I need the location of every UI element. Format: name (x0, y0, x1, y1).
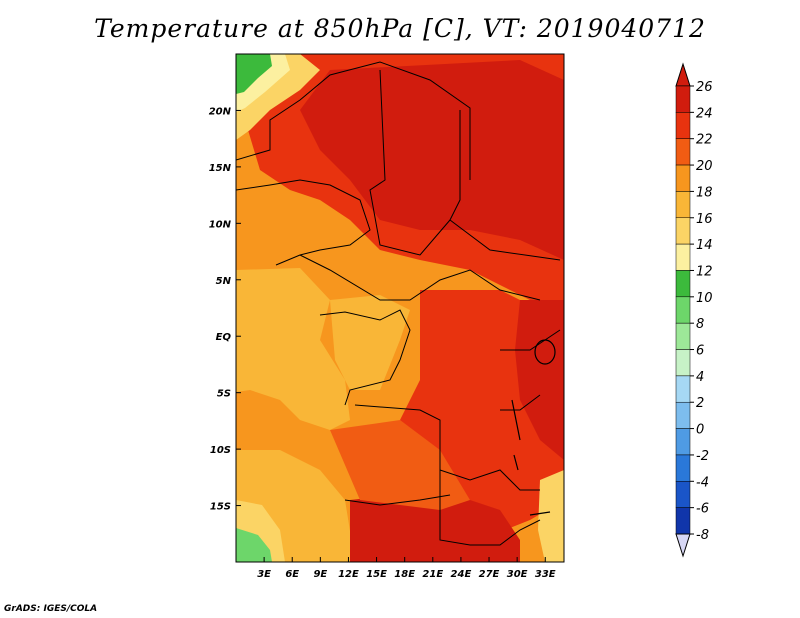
field-southwest-green (236, 528, 272, 562)
colorbar-label: 22 (696, 133, 713, 148)
colorbar-swatch (675, 322, 691, 350)
chart-title: Temperature at 850hPa [C], VT: 201904071… (94, 14, 706, 43)
y-tick-label: 10N (209, 219, 232, 230)
colorbar-label: 18 (696, 185, 713, 200)
x-tick-label: 9E (313, 569, 327, 580)
colorbar-label: 4 (696, 370, 704, 385)
colorbar-label: -8 (696, 528, 709, 543)
field-east-hottest (515, 300, 564, 460)
colorbar-label: 12 (696, 264, 713, 279)
x-tick-label: 6E (285, 569, 299, 580)
x-tick-label: 15E (366, 569, 387, 580)
colorbar-swatch (675, 428, 691, 456)
colorbar-swatch (675, 138, 691, 166)
colorbar-under-triangle (675, 533, 691, 558)
y-tick-label: EQ (216, 332, 232, 343)
field-north-hottest (300, 60, 564, 260)
field-northwest-green (236, 54, 272, 94)
x-tick-label: 30E (507, 569, 528, 580)
x-tick-label: 27E (479, 569, 500, 580)
lakes (511, 339, 556, 516)
map-frame (235, 53, 565, 563)
y-tick-label: 20N (209, 106, 232, 117)
x-axis: 3E 6E 9E 12E 15E 18E 21E 24E 27E 30E 33E (257, 557, 556, 580)
temperature-field-map (236, 54, 564, 562)
colorbar-label: 10 (696, 291, 713, 306)
x-tick-label: 12E (338, 569, 359, 580)
y-tick-label: 15N (209, 163, 232, 174)
colorbar-swatch (675, 85, 691, 113)
colorbar-label: 2 (696, 396, 704, 411)
field-south-hot (350, 490, 520, 562)
colorbar-label: -2 (696, 449, 709, 464)
colorbar-swatch (675, 296, 691, 324)
colorbar-label: 6 (696, 344, 704, 359)
colorbar-over-triangle (675, 62, 691, 87)
y-tick-label: 15S (210, 502, 231, 513)
x-tick-label: 18E (394, 569, 415, 580)
colorbar-swatch (675, 454, 691, 482)
colorbar-swatch (675, 401, 691, 429)
y-tick-label: 5N (216, 276, 232, 287)
field-south-mid (330, 420, 470, 510)
colorbar-swatch (675, 112, 691, 139)
colorbar-swatch (675, 349, 691, 377)
country-borders (236, 61, 561, 546)
colorbar-swatch (675, 217, 691, 245)
colorbar-label: 20 (696, 159, 713, 174)
field-ocean-west (236, 268, 350, 430)
colorbar-label: 24 (696, 106, 713, 121)
colorbar-swatch (675, 191, 691, 219)
y-tick-label: 10S (210, 445, 231, 456)
colorbar-label: 0 (696, 423, 704, 438)
colorbar-swatch (675, 481, 691, 508)
field-southeast-yellow (538, 470, 564, 562)
x-tick-label: 3E (257, 569, 271, 580)
colorbar-label: 8 (696, 317, 704, 332)
colorbar-label: 14 (696, 238, 713, 253)
colorbar-label: -6 (696, 502, 709, 517)
colorbar-label: 16 (696, 212, 713, 227)
colorbar-swatch (675, 243, 691, 271)
colorbar-swatch (675, 375, 691, 403)
colorbar-label: 26 (696, 80, 713, 95)
x-tick-label: 24E (451, 569, 472, 580)
field-congo-basin (330, 295, 410, 390)
y-axis: 20N 15N 10N 5N EQ 5S 10S 15S (209, 106, 241, 513)
colorbar-swatch (675, 270, 691, 298)
colorbar-label: -4 (696, 475, 709, 490)
colorbar-swatch (675, 164, 691, 192)
y-tick-label: 5S (217, 389, 231, 400)
grads-credit: GrADS: IGES/COLA (4, 604, 98, 614)
x-tick-label: 21E (422, 569, 443, 580)
colorbar-swatch (675, 507, 691, 535)
x-tick-label: 33E (535, 569, 556, 580)
